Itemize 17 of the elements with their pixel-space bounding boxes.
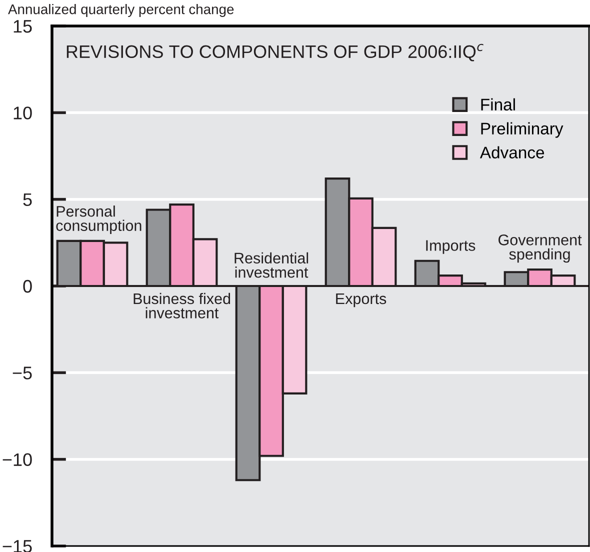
x-tick-label: Personal consumption bbox=[56, 206, 142, 234]
x-tick-label: Business fixed investment bbox=[134, 292, 230, 318]
y-tick-label: 15 bbox=[14, 20, 32, 33]
y-tick-label: −5 bbox=[12, 366, 32, 380]
legend-label: Final bbox=[481, 98, 515, 111]
y-tick-label: −10 bbox=[2, 453, 32, 466]
x-tick-label: Imports bbox=[426, 240, 476, 254]
x-tick-label: Exports bbox=[336, 293, 386, 308]
x-tick-label: Residential investment bbox=[234, 252, 308, 278]
y-axis-title: Annualized quarterly percent change bbox=[8, 4, 234, 17]
legend-label: Advance bbox=[480, 146, 544, 158]
y-tick-label: 10 bbox=[14, 106, 32, 120]
text: REVISIONS TO COMPONENTS OF GDP 2006:IIQ$^{c}$ bbox=[66, 44, 484, 62]
x-tick-label: Government spending bbox=[498, 234, 582, 263]
y-tick-label: 0 bbox=[23, 280, 32, 293]
y-tick-label: 5 bbox=[23, 193, 32, 206]
legend-label: Preliminary bbox=[481, 122, 564, 138]
